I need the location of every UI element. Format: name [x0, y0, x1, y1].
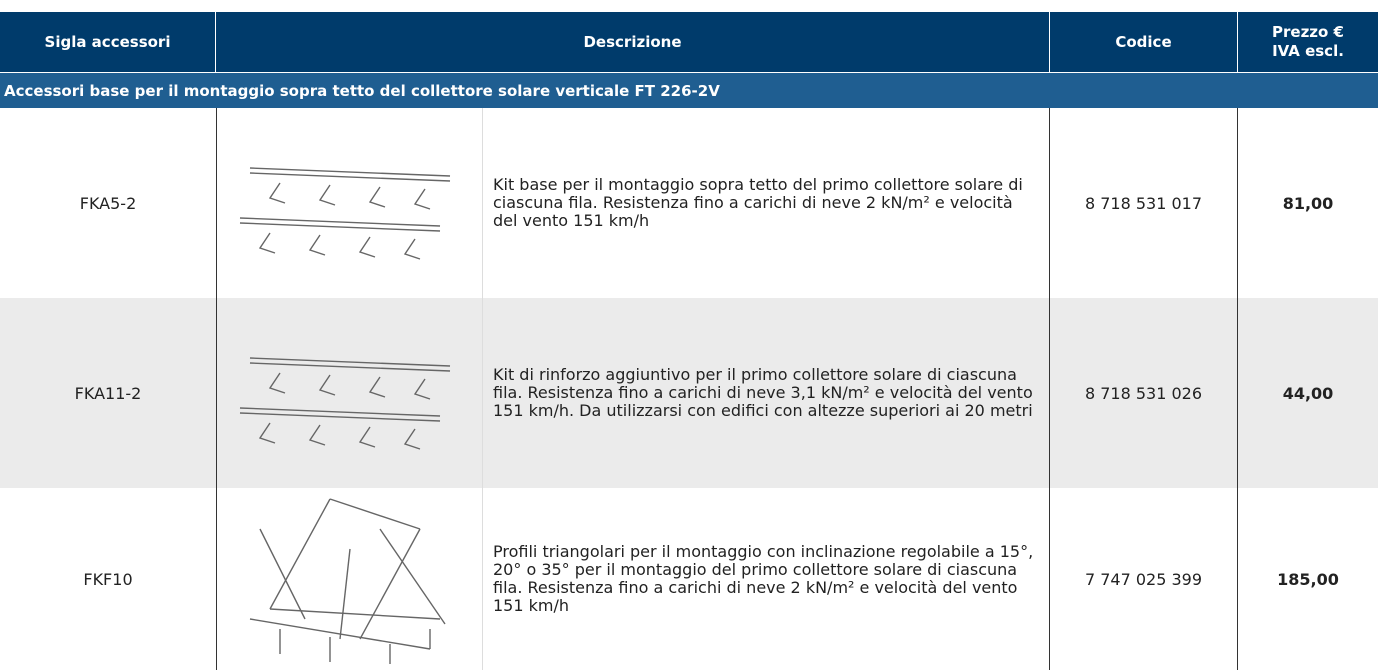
cell-prezzo: 185,00 [1277, 569, 1339, 589]
product-image [249, 498, 446, 664]
cell-prezzo: 81,00 [1282, 193, 1334, 213]
cell-codice: 7 747 025 399 [1050, 488, 1238, 670]
table-row: FKA5-2 Kit base per il montaggio sopra t… [0, 108, 1378, 298]
image-cell [217, 298, 483, 488]
section-title: Accessori base per il montaggio sopra te… [0, 73, 1378, 108]
cell-sigla: FKF10 [0, 488, 217, 670]
cell-codice: 8 718 531 017 [1050, 108, 1238, 298]
header-cell: Prezzo € IVA escl. [1238, 12, 1378, 72]
header-cell: Codice [1050, 12, 1238, 72]
table-row: FKF10 Profili triangolari per il montagg… [0, 488, 1378, 670]
cell-codice: 8 718 531 026 [1050, 298, 1238, 488]
product-image [239, 167, 450, 260]
product-image [239, 357, 450, 450]
header-line: Prezzo € [1272, 23, 1344, 41]
cell-descrizione: Kit base per il montaggio sopra tetto de… [483, 108, 1050, 298]
image-cell [217, 108, 483, 298]
header-line: IVA escl. [1272, 42, 1344, 60]
header-cell: Sigla accessori [0, 12, 216, 72]
cell-sigla: FKA5-2 [0, 108, 217, 298]
cell-sigla: FKA11-2 [0, 298, 217, 488]
header-cell: Descrizione [216, 12, 1050, 72]
table-row: FKA11-2 Kit di rinforzo aggiuntivo per i… [0, 298, 1378, 488]
cell-prezzo: 44,00 [1282, 383, 1334, 403]
cell-descrizione: Kit di rinforzo aggiuntivo per il primo … [483, 298, 1050, 488]
image-cell [217, 488, 483, 670]
cell-descrizione: Profili triangolari per il montaggio con… [483, 488, 1050, 670]
